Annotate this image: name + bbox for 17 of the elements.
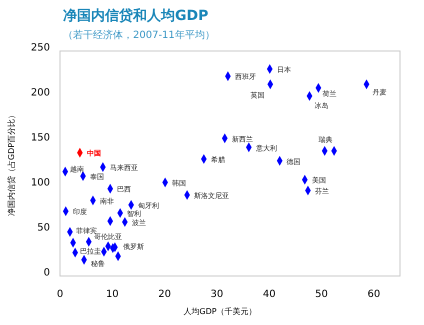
x-tick-label: 30 — [210, 289, 224, 300]
y-axis-title: 净国内信贷（占GDP百分比） — [7, 110, 16, 216]
x-tick-label: 50 — [315, 289, 328, 300]
y-tick-label: 150 — [30, 132, 50, 144]
x-tick-label: 40 — [262, 289, 276, 300]
x-axis-title: 人均GDP（千美元） — [183, 307, 257, 316]
chart-title: 净国内信贷和人均GDP — [63, 7, 208, 24]
y-tick-label: 50 — [37, 222, 50, 234]
x-tick-label: 60 — [367, 289, 380, 300]
y-tick-label: 250 — [30, 42, 50, 54]
y-tick-label: 0 — [44, 268, 50, 279]
x-tick-label: 0 — [56, 289, 64, 300]
y-tick-label: 200 — [30, 88, 50, 99]
x-tick-label: 20 — [158, 289, 171, 300]
y-tick-label: 100 — [30, 178, 50, 189]
chart-subtitle: （若干经济体，2007-11年平均） — [63, 29, 215, 41]
x-tick-label: 10 — [106, 289, 119, 300]
